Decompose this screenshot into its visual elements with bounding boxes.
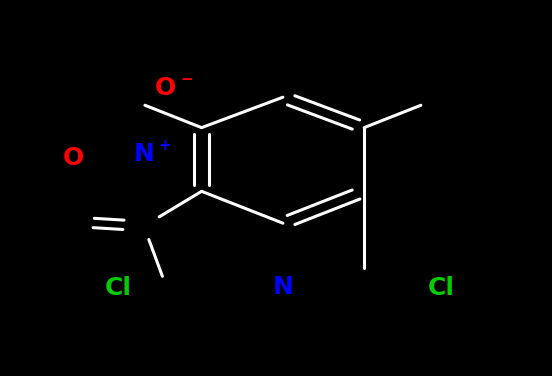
Text: O: O [155,76,176,100]
Text: +: + [158,138,171,153]
Text: O: O [63,146,84,170]
Text: −: − [181,72,193,87]
Text: Cl: Cl [105,276,132,300]
Text: N: N [273,275,293,299]
Text: N: N [134,142,155,166]
Text: Cl: Cl [428,276,455,300]
